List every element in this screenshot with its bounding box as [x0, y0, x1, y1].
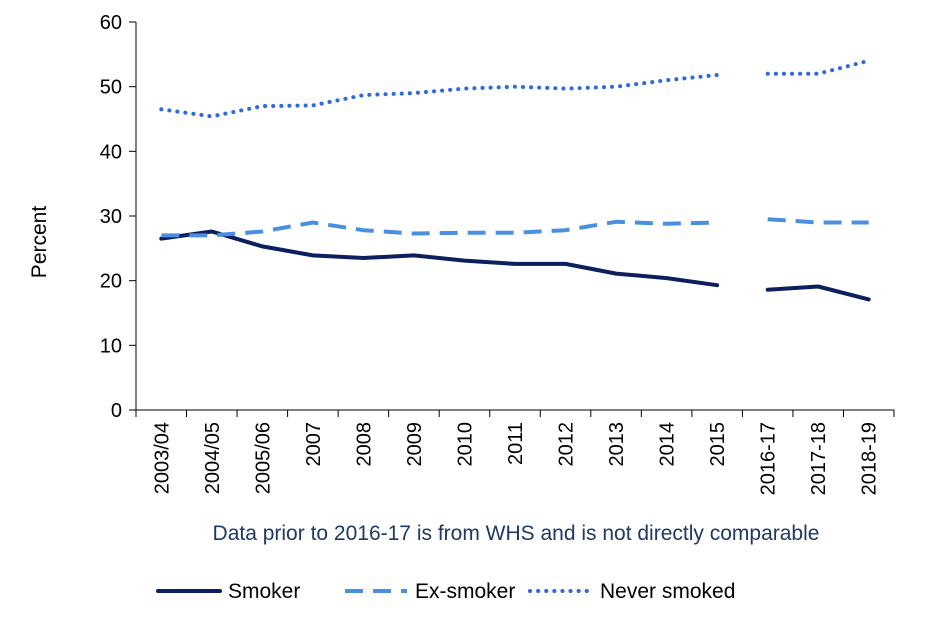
series-line-smoker-segment-2 — [765, 284, 871, 302]
x-tick-label: 2009 — [404, 422, 426, 467]
x-axis: 2003/04 2004/05 2005/06 2007 2008 2009 2010 201… — [135, 409, 895, 495]
x-tick-label: 2013 — [606, 422, 628, 467]
y-tick-label: 50 — [100, 77, 122, 99]
x-tick-label: 2004/05 — [202, 422, 224, 494]
legend-label: Ex-smoker — [415, 580, 515, 603]
x-tick-label: 2005/06 — [252, 422, 274, 494]
series-line-never-smoked-segment-1 — [159, 73, 720, 119]
x-tick-label: 2012 — [556, 422, 578, 467]
x-tick-label: 2014 — [657, 422, 679, 467]
x-tick-label: 2017-18 — [808, 422, 830, 495]
x-tick-label: 2011 — [505, 422, 527, 465]
x-tick-label: 2015 — [707, 422, 729, 467]
x-tick-label: 2018-19 — [859, 422, 881, 495]
y-tick-label: 60 — [100, 12, 122, 34]
legend: Smoker Ex-smoker Never smoked — [156, 580, 735, 603]
y-axis: 0 10 20 30 40 50 60 — [100, 12, 137, 422]
series-layer — [159, 58, 871, 302]
series-line-never-smoked-segment-2 — [765, 58, 871, 76]
series-line-ex-smoker-segment-2 — [767, 217, 869, 225]
y-tick-label: 10 — [100, 335, 122, 357]
x-tick-label: 2008 — [353, 422, 375, 467]
legend-label: Smoker — [228, 580, 300, 603]
series-line-ex-smoker-segment-1 — [161, 219, 718, 238]
y-tick-label: 0 — [111, 400, 122, 422]
series-line-smoker-segment-1 — [159, 229, 720, 288]
y-tick-label: 30 — [100, 206, 122, 228]
x-tick-label: 2010 — [454, 422, 476, 467]
y-tick-label: 40 — [100, 141, 122, 163]
legend-label: Never smoked — [600, 580, 735, 603]
y-axis-title: Percent — [28, 206, 51, 279]
x-tick-label: 2007 — [303, 422, 325, 467]
comparability-note: Data prior to 2016-17 is from WHS and is… — [213, 522, 820, 545]
x-tick-label: 2003/04 — [151, 422, 173, 494]
x-tick-label: 2016-17 — [758, 422, 780, 495]
y-tick-label: 20 — [100, 271, 122, 293]
